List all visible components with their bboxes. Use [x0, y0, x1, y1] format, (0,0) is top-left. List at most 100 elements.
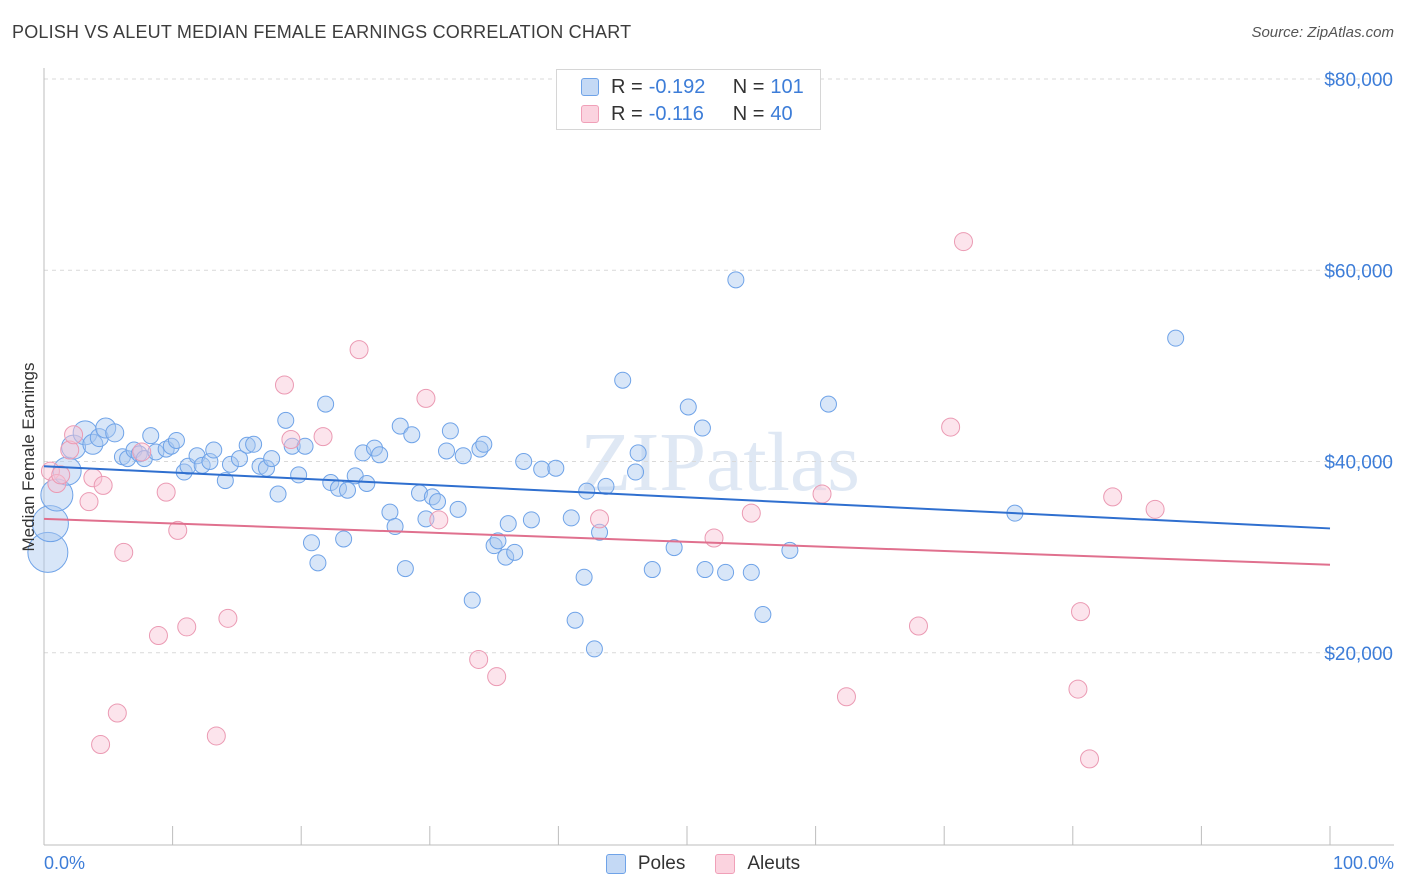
poles-trend-line — [43, 465, 1331, 530]
poles-point — [167, 431, 185, 449]
poles-point — [463, 591, 481, 609]
poles-point — [754, 606, 772, 623]
aleuts-point — [79, 492, 99, 512]
aleuts-point — [156, 482, 176, 502]
poles-point — [205, 441, 223, 459]
poles-point — [585, 640, 603, 658]
trend-lines — [43, 465, 1331, 566]
aleuts-point — [168, 520, 188, 540]
aleuts-point — [953, 232, 973, 252]
legend-row-aleuts: R = -0.116 N = 40 — [581, 102, 793, 126]
aleuts-legend-swatch — [715, 854, 736, 874]
aleuts-point — [812, 484, 832, 504]
poles-point — [727, 271, 745, 289]
poles-point — [449, 500, 467, 518]
poles-point — [371, 446, 389, 464]
aleuts-point — [429, 510, 449, 530]
aleuts-point — [416, 388, 436, 408]
poles-point — [742, 563, 760, 581]
poles-point — [696, 561, 714, 579]
poles-point — [547, 459, 565, 477]
poles-point — [429, 493, 447, 511]
poles-point — [396, 560, 414, 578]
aleuts-point — [1103, 487, 1123, 507]
poles-point — [591, 523, 609, 541]
legend-row-poles: R = -0.192 N = 101 — [581, 75, 804, 99]
poles-point — [277, 411, 295, 429]
poles-point — [381, 503, 399, 521]
aleuts-point — [281, 430, 301, 450]
poles-point — [499, 515, 517, 533]
aleuts-point — [177, 617, 197, 637]
r-value: -0.192 — [648, 75, 706, 98]
aleuts-point — [941, 417, 961, 437]
poles-point — [302, 534, 320, 552]
y-tick-label: $40,000 — [1324, 453, 1393, 474]
poles-point — [358, 474, 376, 492]
aleuts-point — [218, 608, 238, 628]
aleuts-point — [836, 687, 856, 707]
poles-point — [317, 395, 335, 413]
aleuts-point — [274, 375, 294, 395]
x-tick-label-left: 0.0% — [44, 853, 85, 873]
poles-point — [423, 488, 441, 506]
r-label: R = — [611, 75, 643, 98]
poles-point — [221, 455, 239, 473]
poles-point — [391, 417, 409, 435]
aleuts-point — [349, 340, 369, 360]
y-axis-label: Median Female Earnings — [19, 363, 38, 552]
poles-point — [717, 563, 735, 581]
aleuts-point — [313, 427, 333, 447]
n-value: 40 — [770, 102, 793, 125]
poles-point — [578, 482, 596, 500]
poles-point — [506, 543, 524, 561]
poles-point — [693, 419, 711, 437]
correlation-legend: R = -0.192 N = 101 R = -0.116 N = 40 — [556, 69, 821, 130]
poles-point — [629, 444, 647, 462]
poles-point — [614, 371, 632, 389]
poles-point — [497, 548, 515, 566]
poles-point — [290, 466, 308, 484]
poles-point — [679, 398, 697, 416]
poles-point — [597, 477, 615, 495]
y-tick-labels: $20,000 $40,000 $60,000 $80,000 — [1324, 70, 1393, 665]
y-tick-label: $20,000 — [1324, 644, 1393, 665]
poles-point — [665, 539, 683, 557]
aleuts-point — [148, 626, 168, 646]
aleuts-legend-label: Aleuts — [747, 853, 801, 874]
legend-item-poles: Poles — [605, 853, 685, 875]
aleuts-point — [206, 726, 226, 746]
poles-point — [105, 423, 125, 443]
poles-point — [489, 532, 507, 550]
aleuts-swatch — [581, 105, 599, 123]
poles-legend-swatch — [605, 854, 626, 874]
poles-point — [31, 505, 69, 543]
poles-swatch — [581, 78, 599, 96]
poles-point — [575, 568, 593, 586]
poles-point — [201, 453, 219, 470]
poles-point — [245, 435, 263, 453]
grid — [44, 78, 1394, 654]
series-legend: Poles Aleuts — [0, 852, 1406, 876]
aleuts-point — [93, 475, 113, 495]
poles-point — [522, 511, 540, 529]
aleuts-point — [1145, 499, 1165, 519]
aleuts-point — [64, 425, 84, 445]
aleuts-point — [908, 616, 928, 636]
aleuts-point — [704, 528, 724, 548]
aleuts-trend-line — [43, 517, 1331, 566]
aleuts-point — [60, 440, 80, 460]
poles-point — [643, 561, 661, 579]
poles-point — [309, 554, 327, 572]
poles-point — [230, 450, 248, 468]
n-label: N = — [732, 75, 765, 98]
y-tick-label: $80,000 — [1324, 70, 1393, 91]
legend-item-aleuts: Aleuts — [715, 853, 800, 875]
r-value: -0.116 — [648, 102, 704, 125]
poles-point — [95, 417, 117, 439]
poles-point — [403, 426, 421, 444]
poles-point — [269, 485, 287, 503]
poles-point — [441, 422, 459, 440]
poles-point — [216, 472, 234, 490]
